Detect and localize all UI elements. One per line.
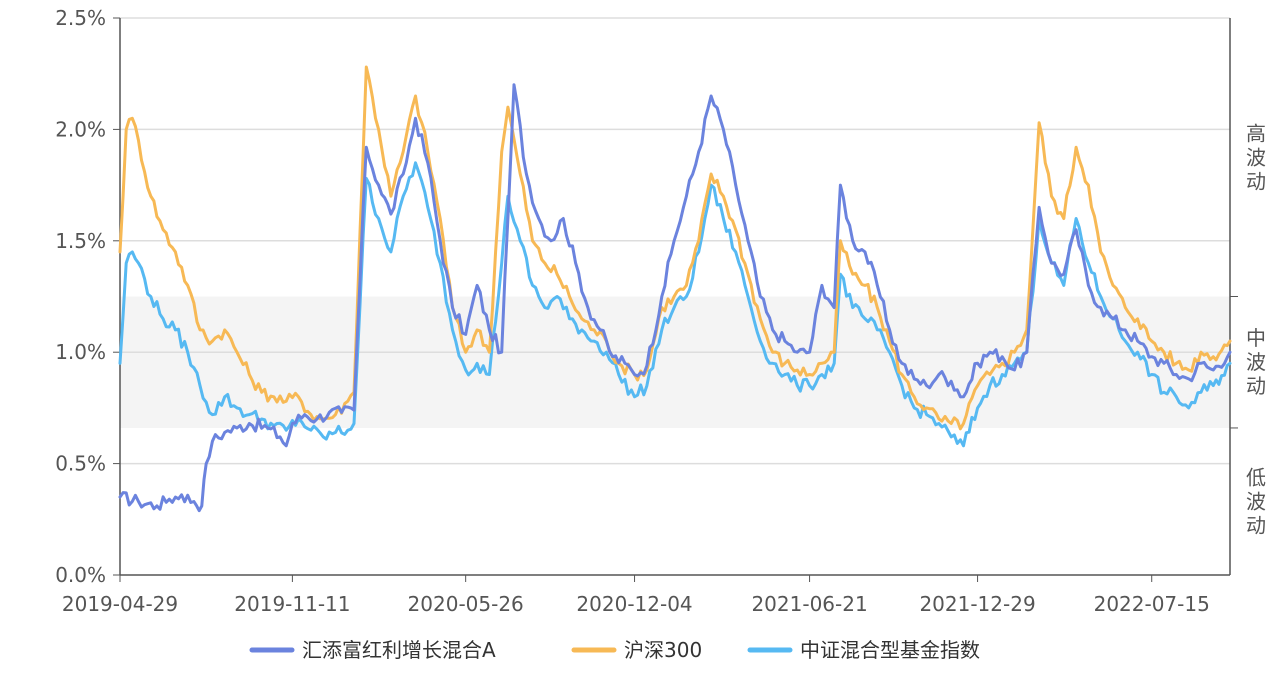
legend-label: 汇添富红利增长混合A — [302, 638, 496, 662]
legend-item-2[interactable]: 中证混合型基金指数 — [747, 638, 980, 662]
legend-label: 沪深300 — [624, 638, 702, 662]
volatility-band-label-char: 动 — [1246, 513, 1266, 537]
y-tick-label: 1.0% — [55, 340, 106, 364]
legend-item-0[interactable]: 汇添富红利增长混合A — [249, 638, 496, 662]
x-tick-label: 2020-05-26 — [408, 592, 524, 616]
legend-label: 中证混合型基金指数 — [800, 638, 980, 662]
volatility-band-label-1: 中波动 — [1246, 326, 1266, 398]
volatility-band-shade — [120, 296, 1230, 428]
y-tick-label: 0.5% — [55, 452, 106, 476]
volatility-band-label-char: 低 — [1246, 465, 1266, 489]
legend-item-1[interactable]: 沪深300 — [571, 638, 702, 662]
y-tick-label: 2.0% — [55, 117, 106, 141]
x-tick-label: 2019-04-29 — [62, 592, 178, 616]
volatility-band-label-char: 波 — [1246, 489, 1266, 513]
volatility-band-label-2: 低波动 — [1246, 465, 1266, 537]
volatility-band-label-char: 动 — [1246, 169, 1266, 193]
x-tick-label: 2021-12-29 — [919, 592, 1035, 616]
volatility-band-label-char: 高 — [1246, 121, 1266, 145]
y-tick-label: 2.5% — [55, 6, 106, 30]
legend[interactable]: 汇添富红利增长混合A 沪深300 中证混合型基金指数 — [249, 638, 980, 662]
volatility-band-label-char: 波 — [1246, 350, 1266, 374]
volatility-band-label-char: 动 — [1246, 374, 1266, 398]
y-tick-label: 1.5% — [55, 229, 106, 253]
series-line-1 — [118, 65, 1232, 431]
series-layer — [118, 65, 1232, 513]
volatility-band-label-0: 高波动 — [1246, 121, 1266, 193]
x-tick-label: 2022-07-15 — [1094, 592, 1210, 616]
x-tick-label: 2020-12-04 — [576, 592, 692, 616]
y-tick-label: 0.0% — [55, 563, 106, 587]
volatility-band-label-char: 中 — [1246, 326, 1266, 350]
x-tick-label: 2021-06-21 — [751, 592, 867, 616]
volatility-band-label-char: 波 — [1246, 145, 1266, 169]
axis-layer: 0.0% 0.5% 1.0% 1.5% 2.0% 2.5% 2019-04-29 2019-1… — [55, 6, 1231, 616]
series-line-0 — [118, 83, 1232, 513]
x-tick-label: 2019-11-11 — [234, 592, 350, 616]
